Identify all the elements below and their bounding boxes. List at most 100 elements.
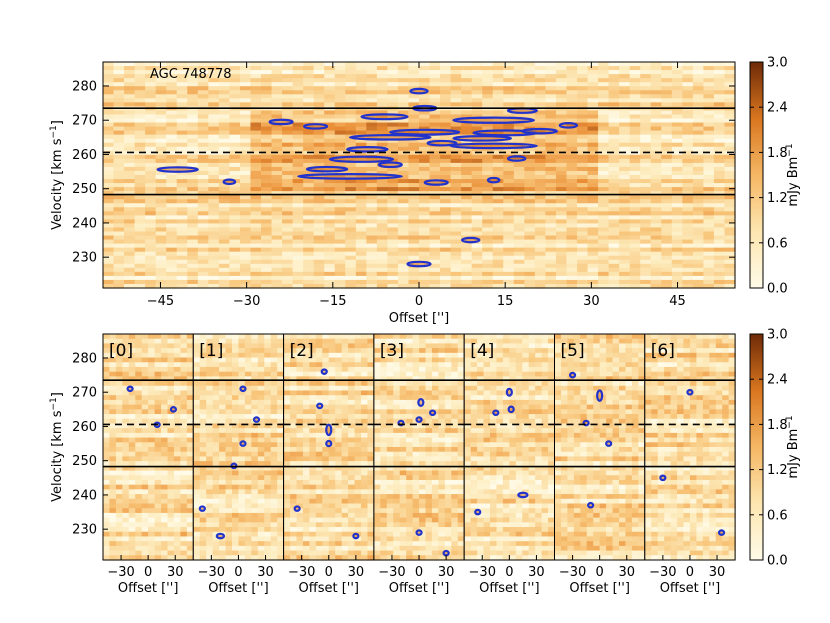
heat-cell bbox=[303, 275, 315, 281]
heat-cell bbox=[324, 203, 336, 208]
heat-cell bbox=[640, 255, 652, 261]
heat-cell bbox=[313, 90, 325, 95]
heat-cell bbox=[324, 191, 336, 196]
heat-cell bbox=[534, 98, 546, 103]
heat-cell bbox=[324, 82, 336, 87]
heat-cell bbox=[109, 343, 117, 349]
heat-cell bbox=[219, 475, 227, 481]
heat-cell bbox=[148, 484, 156, 490]
heat-cell bbox=[113, 138, 125, 144]
heat-cell bbox=[440, 279, 452, 285]
heat-cell bbox=[545, 86, 557, 91]
heat-cell bbox=[640, 90, 652, 95]
heat-cell bbox=[155, 175, 167, 180]
heat-cell bbox=[128, 366, 136, 373]
heat-cell bbox=[461, 98, 473, 103]
contour-region bbox=[460, 236, 481, 244]
heat-cell bbox=[619, 154, 631, 160]
heat-cell bbox=[264, 362, 272, 368]
heat-cell bbox=[302, 343, 310, 349]
heat-cell bbox=[366, 267, 378, 273]
heat-cell bbox=[587, 162, 599, 168]
heat-cell bbox=[229, 219, 241, 225]
heat-cell bbox=[154, 334, 162, 340]
heat-cell bbox=[161, 385, 169, 392]
heat-cell bbox=[250, 98, 262, 103]
heat-cell bbox=[387, 263, 399, 269]
heat-cell bbox=[261, 166, 273, 172]
heat-cell bbox=[682, 283, 694, 289]
heat-cell bbox=[186, 390, 194, 396]
heat-cell bbox=[103, 203, 115, 208]
heat-cell bbox=[324, 279, 336, 285]
heat-cell bbox=[271, 62, 283, 67]
heat-cell bbox=[167, 348, 175, 354]
heat-cell bbox=[113, 219, 125, 225]
heat-cell bbox=[650, 275, 662, 281]
heat-cell bbox=[355, 227, 367, 233]
heat-cell bbox=[199, 376, 207, 382]
heat-cell bbox=[208, 175, 220, 180]
heat-cell bbox=[724, 259, 736, 265]
heat-cell bbox=[482, 195, 494, 200]
heat-cell bbox=[270, 522, 278, 528]
heat-cell bbox=[225, 456, 233, 462]
heat-cell bbox=[206, 522, 214, 528]
heat-cell bbox=[503, 231, 515, 237]
heat-cell bbox=[324, 154, 336, 160]
heat-cell bbox=[303, 142, 315, 148]
heat-cell bbox=[461, 223, 473, 229]
heat-cell bbox=[408, 227, 420, 233]
heat-cell bbox=[555, 114, 568, 120]
heat-cell bbox=[115, 550, 123, 556]
heat-cell bbox=[345, 179, 357, 184]
heat-cell bbox=[692, 207, 704, 212]
heat-cell bbox=[145, 110, 157, 116]
heat-cell bbox=[103, 231, 115, 237]
heat-cell bbox=[429, 66, 441, 71]
heat-cell bbox=[661, 223, 673, 229]
heat-cell bbox=[471, 191, 483, 196]
heat-cell bbox=[282, 203, 294, 208]
heat-cell bbox=[261, 114, 273, 120]
heat-cell bbox=[324, 207, 336, 212]
heat-cell bbox=[313, 187, 325, 192]
heat-cell bbox=[292, 263, 304, 269]
heat-cell bbox=[124, 70, 136, 75]
heat-cell bbox=[282, 179, 294, 184]
heat-cell bbox=[692, 114, 704, 120]
heat-cell bbox=[492, 126, 504, 132]
heat-cell bbox=[577, 78, 589, 83]
heat-cell bbox=[292, 219, 304, 225]
heat-cell bbox=[355, 138, 367, 144]
heat-cell bbox=[271, 275, 283, 281]
heat-cell bbox=[250, 195, 262, 200]
heat-cell bbox=[277, 442, 285, 448]
heat-cell bbox=[261, 191, 273, 196]
heat-cell bbox=[154, 489, 162, 495]
heat-cell bbox=[113, 283, 125, 289]
heat-cell bbox=[218, 243, 230, 249]
heat-cell bbox=[166, 235, 178, 241]
x-tick-label: 45 bbox=[669, 294, 686, 309]
heat-cell bbox=[524, 82, 536, 87]
heat-cell bbox=[134, 122, 146, 128]
heat-cell bbox=[277, 484, 285, 490]
heat-cell bbox=[134, 142, 146, 148]
heat-cell bbox=[492, 247, 504, 253]
heat-cell bbox=[419, 158, 431, 164]
heat-cell bbox=[161, 399, 169, 406]
heat-cell bbox=[180, 489, 188, 495]
heat-cell bbox=[376, 219, 388, 225]
heat-cell bbox=[503, 283, 515, 289]
heat-cell bbox=[197, 183, 209, 188]
heat-cell bbox=[671, 66, 683, 71]
heat-cell bbox=[482, 271, 494, 277]
heat-cell bbox=[471, 94, 483, 99]
top-colorbar-label: mJy Bm−1 bbox=[785, 143, 801, 206]
heat-cell bbox=[264, 503, 272, 509]
heat-cell bbox=[251, 489, 259, 495]
heat-cell bbox=[239, 126, 252, 132]
heat-cell bbox=[313, 235, 325, 241]
heat-cell bbox=[367, 348, 375, 354]
